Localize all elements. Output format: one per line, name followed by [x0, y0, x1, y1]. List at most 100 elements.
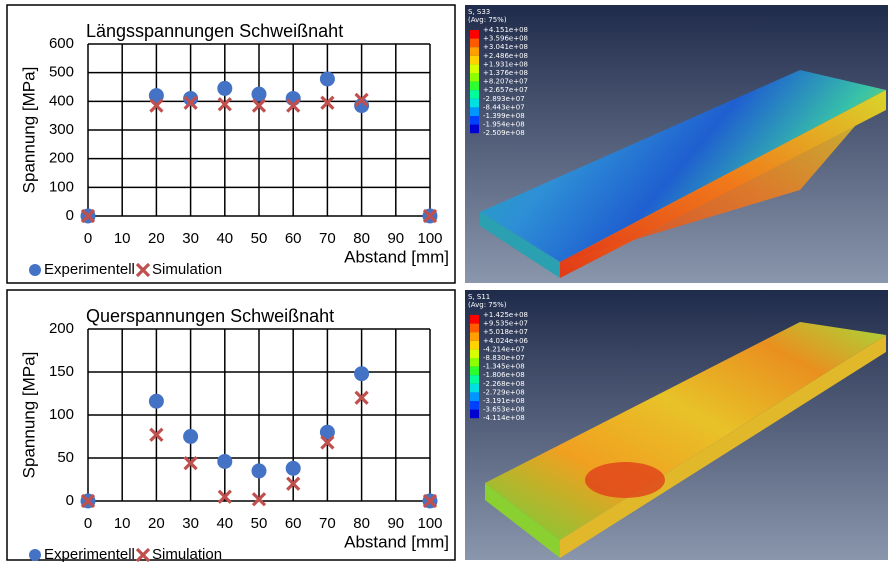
- legend-swatch: [470, 125, 479, 134]
- x-tick-label: 70: [319, 230, 336, 247]
- y-tick-label: 0: [66, 207, 74, 224]
- legend-swatch: [470, 90, 479, 99]
- contour-averaging: (Avg: 75%): [468, 16, 507, 24]
- legend-value: +5.018e+07: [483, 328, 528, 336]
- legend-value: +4.024e+06: [483, 337, 529, 345]
- legend-swatch: [470, 47, 479, 56]
- y-tick-label: 50: [57, 449, 74, 466]
- x-tick-label: 0: [84, 515, 92, 532]
- x-tick-label: 40: [216, 515, 233, 532]
- x-tick-label: 50: [251, 230, 268, 247]
- x-tick-label: 50: [251, 515, 268, 532]
- legend-value: -2.268e+08: [483, 380, 525, 388]
- y-tick-label: 0: [66, 492, 74, 509]
- x-tick-label: 0: [84, 230, 92, 247]
- legend-value: -4.114e+08: [483, 414, 525, 422]
- chart-title: Längsspannungen Schweißnaht: [86, 21, 343, 41]
- legend-label: Simulation: [152, 546, 222, 563]
- legend-value: +4.151e+08: [483, 26, 528, 34]
- data-point: [217, 454, 232, 469]
- legend-value: +1.376e+08: [483, 69, 528, 77]
- legend-value: +8.207e+07: [483, 78, 528, 86]
- y-tick-label: 200: [49, 150, 74, 167]
- legend-value: -2.893e+07: [483, 95, 525, 103]
- x-tick-label: 100: [417, 230, 442, 247]
- x-tick-label: 20: [148, 230, 165, 247]
- legend-marker: [29, 549, 41, 561]
- x-tick-label: 80: [353, 230, 370, 247]
- x-tick-label: 60: [285, 515, 302, 532]
- legend-value: -3.191e+08: [483, 397, 525, 405]
- legend-swatch: [470, 324, 479, 333]
- data-point: [217, 81, 232, 96]
- legend-swatch: [470, 73, 479, 82]
- legend-value: -3.653e+08: [483, 406, 525, 414]
- legend-value: -8.830e+07: [483, 354, 525, 362]
- y-axis-label: Spannung [MPa]: [19, 352, 38, 479]
- legend-swatch: [470, 332, 479, 341]
- legend-value: -1.399e+08: [483, 112, 525, 120]
- x-tick-label: 100: [417, 515, 442, 532]
- data-point: [149, 394, 164, 409]
- legend-swatch: [470, 375, 479, 384]
- legend-swatch: [470, 107, 479, 116]
- legend-swatch: [470, 401, 479, 410]
- data-point: [320, 71, 335, 86]
- legend-value: -2.729e+08: [483, 388, 525, 396]
- legend-swatch: [470, 315, 479, 324]
- legend-label: Simulation: [152, 261, 222, 278]
- legend-swatch: [470, 367, 479, 376]
- contour-variable: S, S33: [468, 8, 490, 16]
- legend-swatch: [470, 384, 479, 393]
- legend-swatch: [470, 349, 479, 358]
- legend-value: +2.486e+08: [483, 52, 528, 60]
- legend-value: +9.535e+07: [483, 320, 528, 328]
- legend-value: -1.954e+08: [483, 121, 525, 129]
- legend-swatch: [470, 30, 479, 39]
- legend-value: +2.657e+07: [483, 86, 528, 94]
- contour-averaging: (Avg: 75%): [468, 301, 507, 309]
- y-tick-label: 600: [49, 35, 74, 52]
- page: 0102030405060708090100010020030040050060…: [0, 0, 888, 563]
- y-tick-label: 500: [49, 64, 74, 81]
- legend-swatch: [470, 116, 479, 125]
- legend-value: +3.041e+08: [483, 43, 528, 51]
- legend-value: +1.931e+08: [483, 60, 528, 68]
- legend-swatch: [470, 39, 479, 48]
- x-tick-label: 40: [216, 230, 233, 247]
- legend-value: -1.806e+08: [483, 371, 525, 379]
- x-tick-label: 10: [114, 230, 131, 247]
- y-tick-label: 400: [49, 92, 74, 109]
- chart-title: Querspannungen Schweißnaht: [86, 306, 334, 326]
- legend-swatch: [470, 410, 479, 419]
- legend-swatch: [470, 99, 479, 108]
- x-axis-label: Abstand [mm]: [344, 247, 449, 266]
- hot-spot: [585, 462, 665, 498]
- data-point: [286, 461, 301, 476]
- legend-value: -1.345e+08: [483, 363, 525, 371]
- x-tick-label: 90: [387, 515, 404, 532]
- legend-swatch: [470, 64, 479, 73]
- legend-swatch: [470, 358, 479, 367]
- data-point: [252, 463, 267, 478]
- contour-variable: S, S11: [468, 293, 490, 301]
- x-tick-label: 20: [148, 515, 165, 532]
- legend-value: +3.596e+08: [483, 35, 528, 43]
- y-tick-label: 100: [49, 178, 74, 195]
- x-tick-label: 90: [387, 230, 404, 247]
- legend-swatch: [470, 392, 479, 401]
- figure: 0102030405060708090100010020030040050060…: [0, 0, 888, 563]
- x-tick-label: 30: [182, 515, 199, 532]
- legend-marker: [29, 264, 41, 276]
- x-tick-label: 70: [319, 515, 336, 532]
- data-point: [354, 366, 369, 381]
- x-tick-label: 80: [353, 515, 370, 532]
- legend-value: -8.443e+07: [483, 103, 525, 111]
- x-tick-label: 10: [114, 515, 131, 532]
- legend-label: Experimentell: [44, 261, 135, 278]
- legend-swatch: [470, 82, 479, 91]
- y-tick-label: 150: [49, 363, 74, 380]
- x-axis-label: Abstand [mm]: [344, 532, 449, 551]
- data-point: [183, 429, 198, 444]
- legend-value: -2.509e+08: [483, 129, 525, 137]
